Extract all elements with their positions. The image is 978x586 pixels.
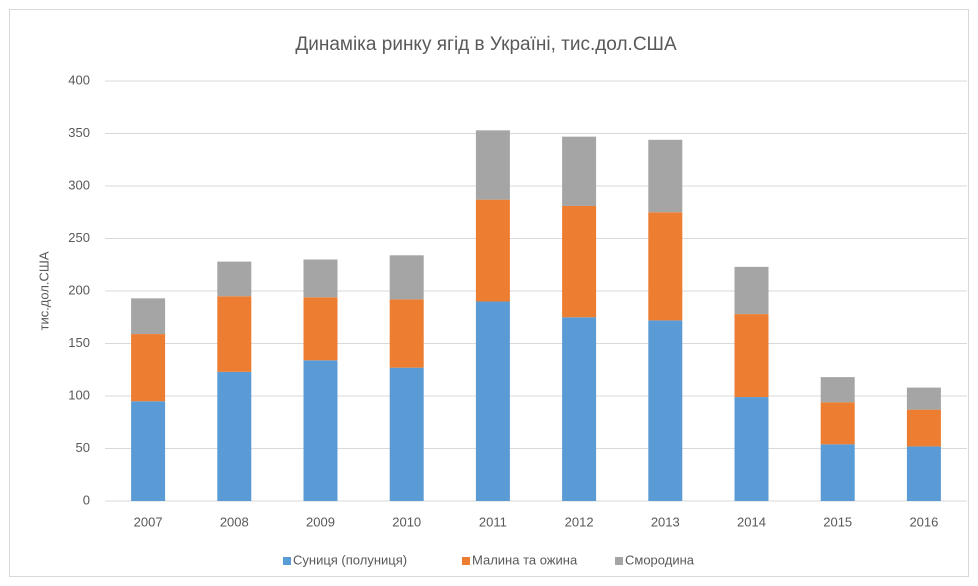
- bar-segment: [734, 266, 769, 315]
- x-tick-label: 2015: [823, 514, 852, 529]
- bar-segment: [389, 299, 424, 368]
- bar-segment: [906, 409, 941, 447]
- legend-swatch: [283, 557, 291, 565]
- y-tick-label: 50: [76, 440, 90, 455]
- y-tick-label: 300: [68, 177, 90, 192]
- y-tick-label: 400: [68, 72, 90, 87]
- bar-segment: [475, 130, 510, 200]
- bar-segment: [303, 259, 338, 298]
- bar-segment: [389, 367, 424, 501]
- legend-swatch: [462, 557, 470, 565]
- y-tick-label: 100: [68, 387, 90, 402]
- bar-segment: [217, 296, 252, 372]
- x-tick-label: 2014: [737, 514, 766, 529]
- x-tick-label: 2011: [479, 514, 507, 529]
- bar-segment: [906, 446, 941, 501]
- bar-segment: [820, 377, 855, 403]
- y-tick-label: 150: [68, 335, 90, 350]
- x-tick-label: 2009: [306, 514, 335, 529]
- bar-segment: [217, 261, 252, 297]
- legend-swatch: [615, 557, 623, 565]
- bar-segment: [734, 397, 769, 501]
- x-tick-label: 2012: [565, 514, 594, 529]
- bar-segment: [648, 212, 683, 321]
- bar-segment: [562, 205, 597, 318]
- legend-label: Суниця (полуниця): [293, 552, 407, 567]
- bar-segment: [820, 402, 855, 445]
- x-tick-label: 2016: [909, 514, 938, 529]
- bar-segment: [131, 334, 166, 402]
- y-tick-label: 0: [83, 492, 90, 507]
- bar-segment: [475, 199, 510, 302]
- chart-title: Динаміка ринку ягід в Україні, тис.дол.С…: [295, 34, 677, 55]
- bar-segment: [131, 298, 166, 335]
- bar-segment: [562, 136, 597, 206]
- y-tick-label: 350: [68, 125, 90, 140]
- bar-segment: [303, 360, 338, 501]
- bar-segment: [475, 301, 510, 501]
- bar-segment: [389, 255, 424, 300]
- bar-segment: [217, 371, 252, 501]
- legend-label: Смородина: [625, 552, 695, 567]
- bar-segment: [906, 387, 941, 410]
- bar-segment: [648, 320, 683, 501]
- x-tick-label: 2007: [134, 514, 163, 529]
- bar-segment: [648, 139, 683, 213]
- bar-segment: [303, 297, 338, 361]
- x-tick-label: 2010: [392, 514, 421, 529]
- y-tick-label: 250: [68, 230, 90, 245]
- legend-label: Малина та ожина: [472, 552, 578, 567]
- x-tick-label: 2013: [651, 514, 680, 529]
- bar-segment: [734, 314, 769, 398]
- bar-segment: [131, 401, 166, 501]
- x-tick-label: 2008: [220, 514, 249, 529]
- y-axis-label: тис.дол.США: [36, 251, 51, 330]
- bar-segment: [820, 444, 855, 501]
- bar-segment: [562, 317, 597, 501]
- y-tick-label: 200: [68, 282, 90, 297]
